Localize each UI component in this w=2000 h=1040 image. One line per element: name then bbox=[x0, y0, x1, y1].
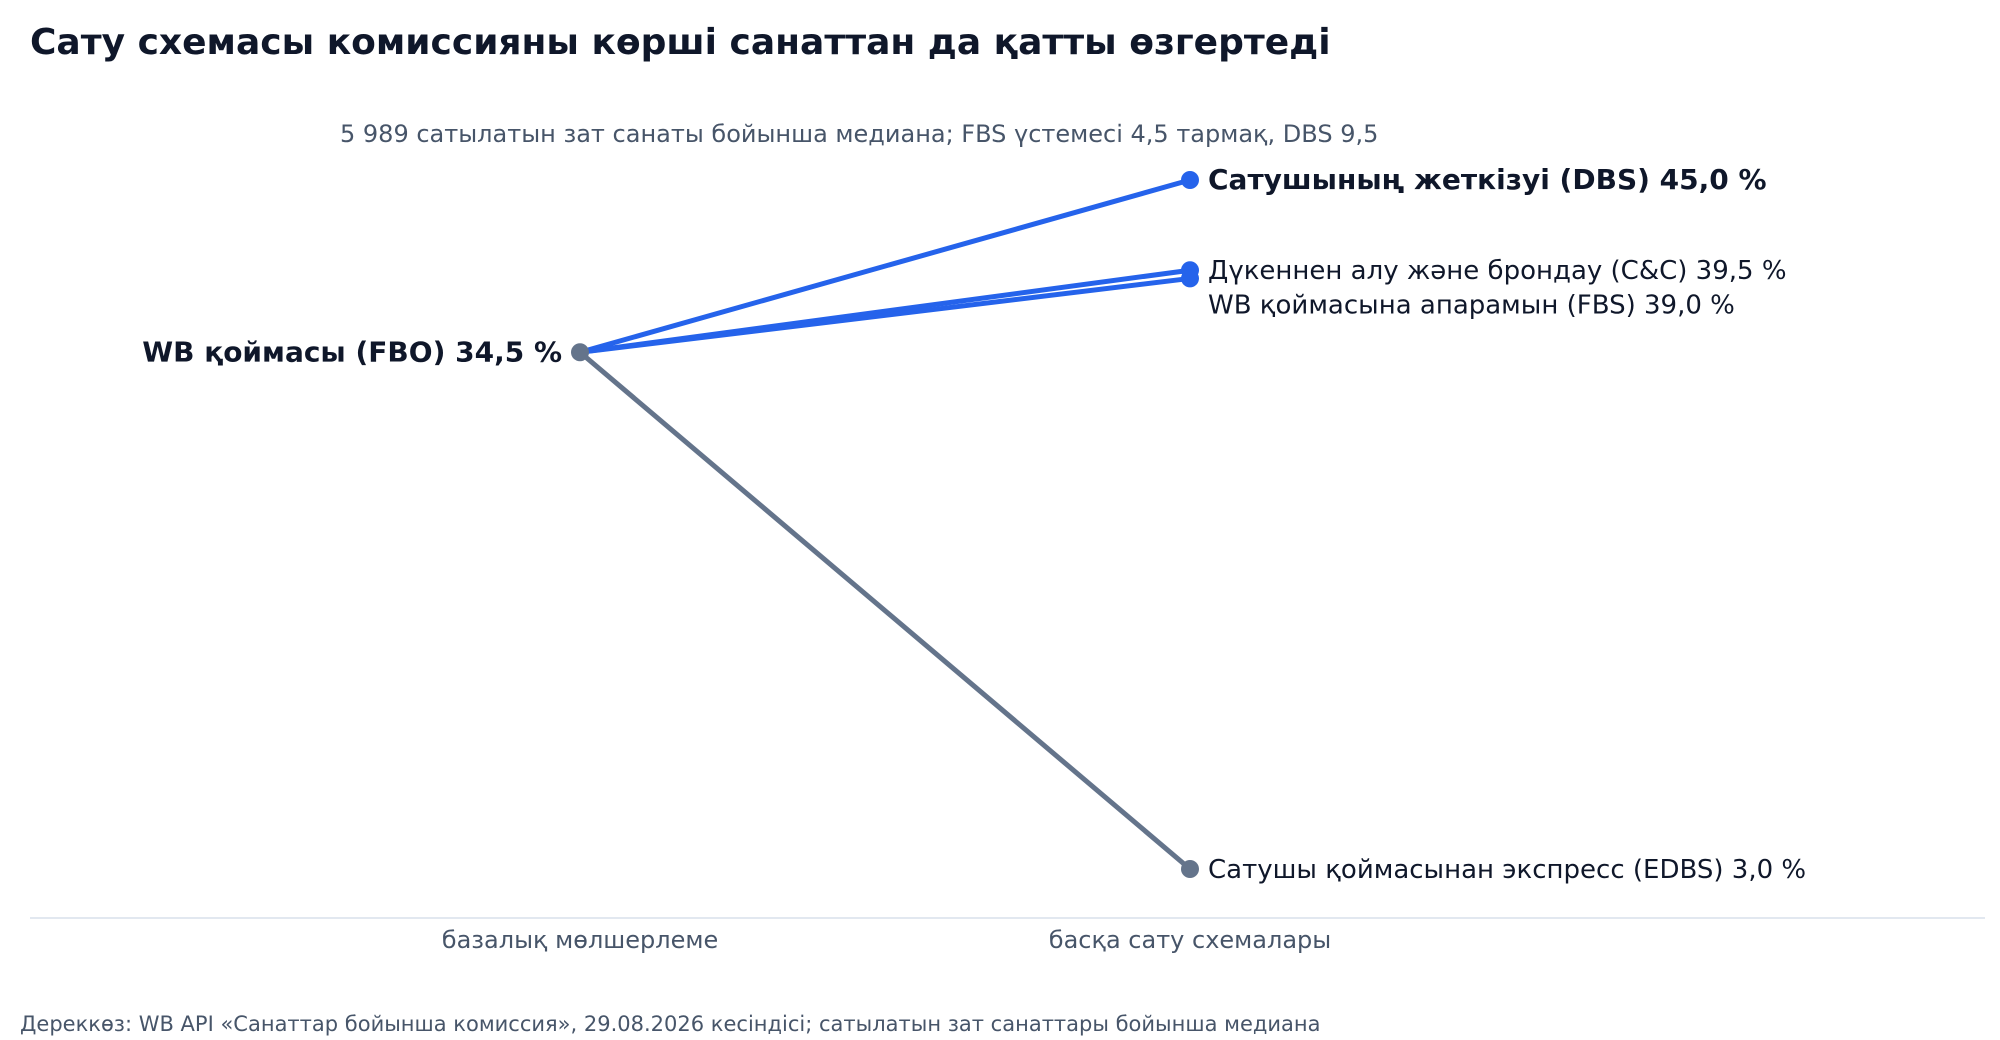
series-line-edbs bbox=[577, 349, 1193, 872]
x-category-baseline: базалық мөлшерлеме bbox=[442, 926, 718, 954]
series-label-fbs: WB қоймасына апарамын (FBS) 39,0 % bbox=[1208, 290, 1735, 320]
series-labels: Сатушының жеткізуі (DBS) 45,0 % Дүкеннен … bbox=[142, 163, 1806, 885]
series-lines bbox=[577, 177, 1193, 872]
series-label-dbs: Сатушының жеткізуі (DBS) 45,0 % bbox=[1208, 163, 1767, 196]
baseline-label-fbo: WB қоймасы (FBO) 34,5 % bbox=[142, 335, 562, 368]
chart-title: Сату схемасы комиссияны көрші санаттан д… bbox=[30, 22, 1331, 63]
series-line-fbs bbox=[577, 275, 1193, 355]
source-note: Дереккөз: WB API «Санаттар бойынша комис… bbox=[20, 1012, 1321, 1036]
chart-subtitle: 5 989 сатылатын зат санаты бойынша медиа… bbox=[340, 120, 1379, 148]
series-label-edbs: Сатушы қоймасынан экспресс (EDBS) 3,0 % bbox=[1208, 855, 1806, 885]
series-point-fbs bbox=[1181, 269, 1199, 288]
series-points bbox=[571, 171, 1199, 878]
series-label-c-c: Дүкеннен алу және брондау (C&C) 39,5 % bbox=[1208, 256, 1787, 286]
series-point-edbs bbox=[1181, 860, 1199, 878]
x-axis-categories: базалық мөлшерлеме басқа сату схемалары bbox=[442, 926, 1331, 954]
baseline-point-fbo bbox=[571, 343, 589, 362]
series-line-dbs bbox=[577, 177, 1193, 355]
series-point-dbs bbox=[1181, 171, 1199, 189]
x-category-other: басқа сату схемалары bbox=[1049, 926, 1331, 954]
